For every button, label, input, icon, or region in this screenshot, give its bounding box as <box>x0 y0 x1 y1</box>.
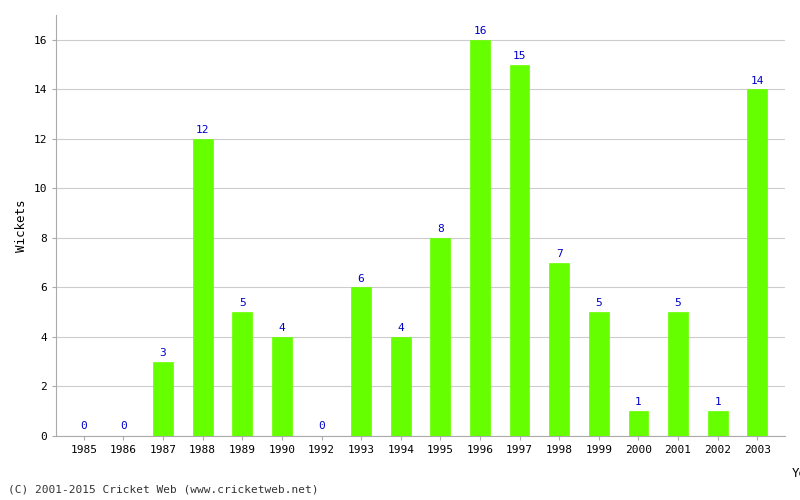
Bar <box>153 362 173 436</box>
Text: 3: 3 <box>160 348 166 358</box>
Bar <box>470 40 490 436</box>
Text: 12: 12 <box>196 125 210 135</box>
Bar <box>193 139 213 436</box>
Text: 5: 5 <box>239 298 246 308</box>
Bar <box>589 312 609 436</box>
Text: 7: 7 <box>556 249 562 259</box>
Bar <box>272 337 292 436</box>
Text: Year: Year <box>792 466 800 479</box>
Text: 6: 6 <box>358 274 365 283</box>
Text: 4: 4 <box>398 323 404 333</box>
Bar <box>232 312 252 436</box>
Text: (C) 2001-2015 Cricket Web (www.cricketweb.net): (C) 2001-2015 Cricket Web (www.cricketwe… <box>8 485 318 495</box>
Bar <box>668 312 688 436</box>
Text: 5: 5 <box>595 298 602 308</box>
Text: 14: 14 <box>750 76 764 86</box>
Bar <box>430 238 450 436</box>
Text: 1: 1 <box>714 398 721 407</box>
Bar <box>629 411 648 436</box>
Text: 4: 4 <box>278 323 286 333</box>
Y-axis label: Wickets: Wickets <box>15 199 28 252</box>
Bar <box>550 262 569 436</box>
Bar <box>708 411 727 436</box>
Bar <box>391 337 410 436</box>
Text: 16: 16 <box>474 26 486 36</box>
Bar <box>351 288 371 436</box>
Bar <box>510 64 530 436</box>
Text: 8: 8 <box>437 224 444 234</box>
Text: 0: 0 <box>81 421 87 431</box>
Text: 15: 15 <box>513 51 526 61</box>
Text: 0: 0 <box>318 421 325 431</box>
Text: 1: 1 <box>635 398 642 407</box>
Bar <box>747 90 767 436</box>
Text: 0: 0 <box>120 421 127 431</box>
Text: 5: 5 <box>674 298 682 308</box>
